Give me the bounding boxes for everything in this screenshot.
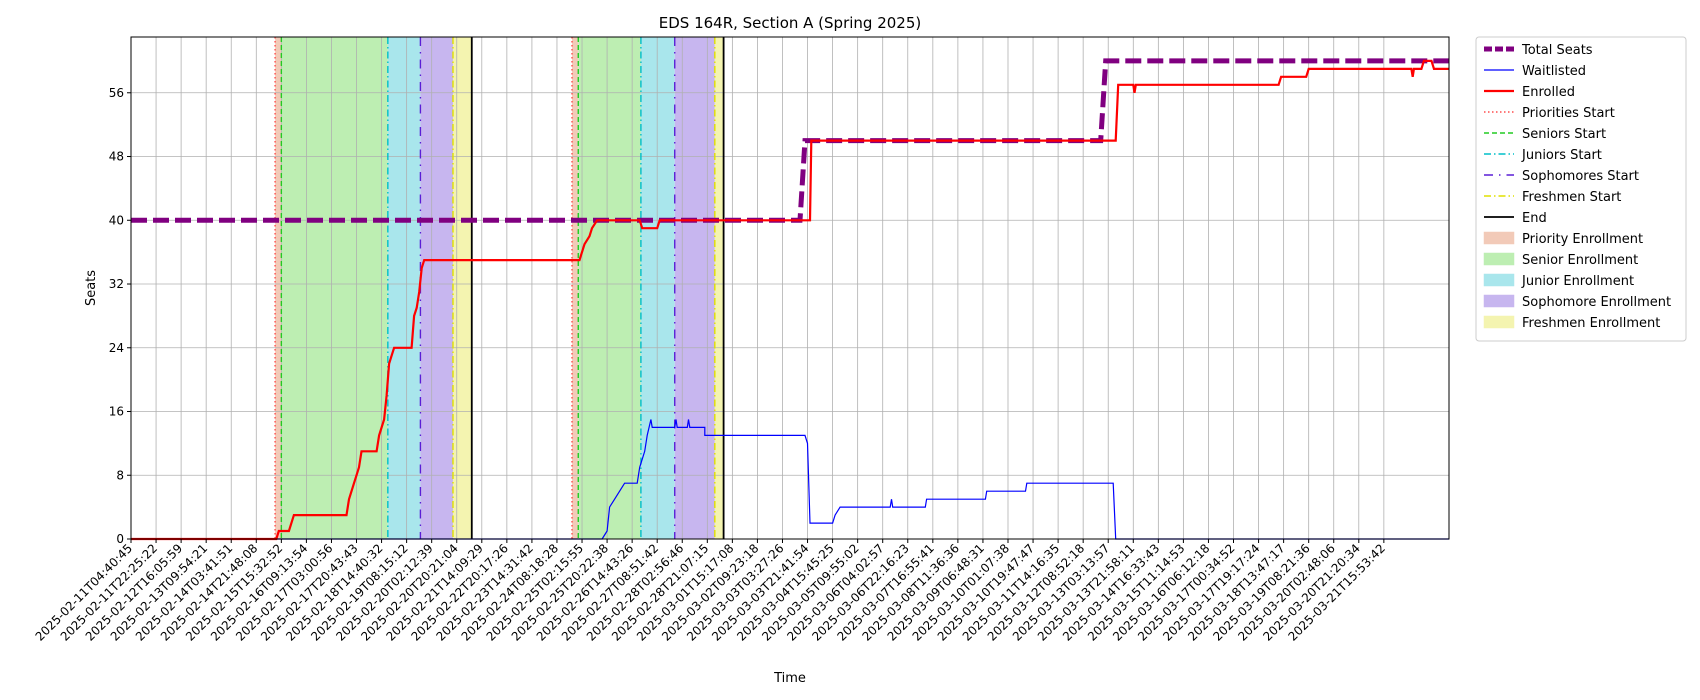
shaded-region [640, 37, 675, 539]
legend-entry: Enrolled [1522, 85, 1575, 100]
grid [130, 37, 1449, 540]
legend-entry: End [1522, 211, 1547, 226]
phase-markers [274, 37, 725, 539]
shaded-regions [275, 37, 724, 539]
shaded-region [578, 37, 641, 539]
legend-swatch [1483, 231, 1515, 245]
x-axis-label: Time [773, 671, 806, 686]
legend-entry: Freshmen Enrollment [1522, 316, 1660, 331]
shaded-region [714, 37, 724, 539]
y-tick-label: 48 [109, 150, 124, 164]
legend-box [1475, 36, 1687, 342]
y-tick-label: 16 [109, 405, 124, 419]
shaded-region [452, 37, 472, 539]
legend-entry: Sophomores Start [1522, 169, 1639, 184]
legend: Total Seats Waitlisted Enrolled Priorities … [1475, 36, 1687, 342]
y-tick-label: 56 [109, 86, 124, 100]
chart-title: EDS 164R, Section A (Spring 2025) [659, 14, 922, 32]
data-series [131, 58, 1449, 541]
legend-entry: Priorities Start [1522, 106, 1615, 121]
shaded-region [387, 37, 421, 539]
y-axis-label: Seats [84, 270, 99, 306]
shaded-region [275, 37, 282, 539]
legend-entry: Seniors Start [1522, 127, 1606, 142]
legend-entry: Juniors Start [1521, 148, 1602, 163]
y-tick-label: 8 [116, 468, 124, 482]
series-line [131, 419, 1449, 540]
legend-swatch [1483, 252, 1515, 266]
legend-entry: Sophomore Enrollment [1522, 295, 1671, 310]
y-tick-label: 32 [109, 277, 124, 291]
legend-swatch [1483, 273, 1515, 287]
shaded-region [674, 37, 715, 539]
legend-entry: Freshmen Start [1522, 190, 1621, 205]
shaded-region [281, 37, 388, 539]
y-tick-label: 40 [109, 213, 124, 227]
legend-swatch [1483, 294, 1515, 308]
legend-entry: Total Seats [1521, 43, 1593, 58]
y-tick-label: 24 [109, 341, 124, 355]
axes: 081624324048562025-02-11T04:40:452025-02… [33, 86, 1388, 644]
y-tick-label: 0 [116, 532, 124, 546]
legend-entry: Priority Enrollment [1522, 232, 1643, 247]
legend-entry: Junior Enrollment [1521, 274, 1634, 289]
plot-frame [130, 36, 1450, 540]
legend-swatch [1483, 315, 1515, 329]
series-line [131, 59, 1449, 541]
legend-entry: Waitlisted [1522, 64, 1586, 79]
legend-entry: Senior Enrollment [1522, 253, 1638, 268]
shaded-region [572, 37, 579, 539]
shaded-region [420, 37, 453, 539]
